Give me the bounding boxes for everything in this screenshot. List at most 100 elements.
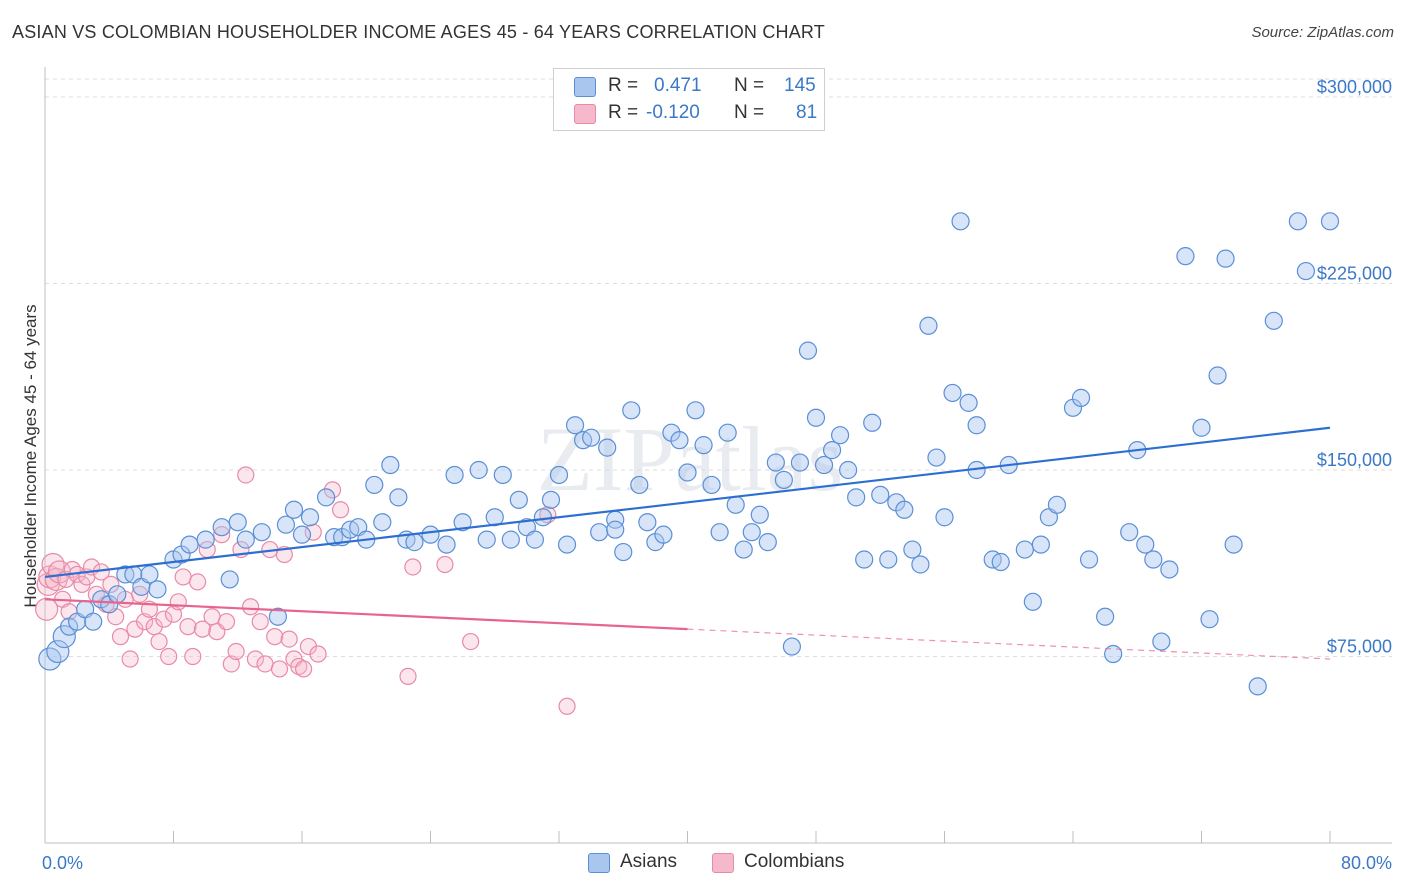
colombians-legend-label: Colombians <box>744 851 845 872</box>
correlation-legend: R = 0.471 N = 145 R = -0.120 N = 81 <box>553 68 825 131</box>
legend-n-value: 81 <box>796 102 818 123</box>
asian-point <box>1031 535 1050 554</box>
asian-point <box>678 463 697 482</box>
asian-point <box>750 505 769 524</box>
asian-point <box>590 523 609 542</box>
y-tick-label: $225,000 <box>1317 264 1392 284</box>
asian-point <box>1192 418 1211 437</box>
colombian-point <box>111 628 130 646</box>
colombian-point <box>174 568 192 586</box>
asian-point <box>1152 632 1171 651</box>
colombian-point <box>203 608 221 626</box>
colombian-point <box>193 620 212 638</box>
asian-point <box>598 438 617 457</box>
colombian-point <box>188 573 207 591</box>
asian-point <box>630 475 649 495</box>
colombian-point <box>35 597 59 621</box>
asian-point <box>654 525 673 544</box>
asian-point <box>557 535 577 554</box>
asian-point <box>967 416 986 435</box>
asian-point <box>959 393 978 412</box>
asian-point <box>405 533 424 552</box>
asian-point <box>806 408 826 427</box>
asian-point <box>541 490 561 509</box>
asian-point <box>686 401 705 420</box>
asians-legend-swatch <box>588 853 610 873</box>
x-tick-labels: 0.0% 80.0% <box>42 853 1392 873</box>
colombian-point <box>246 650 265 668</box>
colombian-point <box>270 660 289 678</box>
colombian-point <box>160 647 178 666</box>
colombian-point <box>436 555 454 574</box>
y-tick-label: $150,000 <box>1317 450 1392 470</box>
asian-point <box>381 455 400 475</box>
colombians-points <box>35 466 576 715</box>
colombian-point <box>217 613 236 631</box>
asian-point <box>437 535 456 554</box>
asian-point <box>228 513 247 532</box>
colombian-point <box>404 558 422 576</box>
asian-point <box>1320 212 1340 231</box>
asian-point <box>477 530 496 549</box>
asian-point <box>919 316 938 335</box>
asian-point <box>1288 212 1307 231</box>
asian-point <box>582 428 601 447</box>
asians-swatch <box>574 77 596 97</box>
colombian-point <box>227 642 245 661</box>
asian-point <box>1096 607 1115 626</box>
asian-point <box>790 453 810 472</box>
asian-point <box>501 530 520 549</box>
asian-point <box>421 525 440 544</box>
colombian-point <box>242 598 260 616</box>
colombian-point <box>558 697 576 715</box>
asian-point <box>830 426 850 445</box>
colombian-point <box>155 610 173 628</box>
asian-point <box>300 508 320 527</box>
asian-point <box>1144 550 1163 569</box>
asian-point <box>895 500 914 519</box>
asian-point <box>1047 495 1067 514</box>
asian-point <box>1264 311 1283 330</box>
colombian-point <box>131 585 149 603</box>
asian-point <box>46 639 70 664</box>
asian-point <box>798 341 818 360</box>
asian-point <box>879 550 898 569</box>
asian-point <box>180 535 199 554</box>
colombian-point <box>237 466 255 484</box>
asian-point <box>855 550 874 569</box>
asian-point <box>1248 677 1267 696</box>
y-tick-label: $300,000 <box>1317 77 1392 97</box>
asian-point <box>284 500 304 519</box>
colombian-point <box>179 618 197 636</box>
legend-n-value: 145 <box>784 75 816 96</box>
asian-point <box>670 431 689 450</box>
colombian-point <box>295 660 313 678</box>
colombian-point <box>213 526 231 544</box>
asian-point <box>782 637 802 656</box>
asian-point <box>389 488 408 507</box>
colombians-trend-extension <box>687 628 1331 660</box>
asian-point <box>212 518 231 537</box>
asian-point <box>718 423 737 442</box>
asian-point <box>252 523 271 542</box>
asian-point <box>1176 247 1195 266</box>
asian-point <box>638 513 657 532</box>
legend-n-label: N = <box>734 75 765 96</box>
colombians-swatch <box>574 104 596 124</box>
asian-point <box>911 555 930 574</box>
asian-point <box>1079 550 1099 569</box>
asian-point <box>268 607 288 626</box>
colombian-point <box>251 613 269 631</box>
asian-point <box>1071 388 1091 407</box>
x-tick-label: 80.0% <box>1341 853 1392 873</box>
asian-point <box>766 453 785 472</box>
asian-point <box>533 508 553 527</box>
asian-point <box>445 465 464 485</box>
asian-point <box>606 520 625 539</box>
asian-point <box>943 383 962 403</box>
asian-point <box>927 448 946 467</box>
legend-r-value: 0.471 <box>654 75 702 96</box>
asian-point <box>316 488 336 507</box>
chart-title: ASIAN VS COLOMBIAN HOUSEHOLDER INCOME AG… <box>12 22 825 42</box>
asian-point <box>1224 535 1243 554</box>
